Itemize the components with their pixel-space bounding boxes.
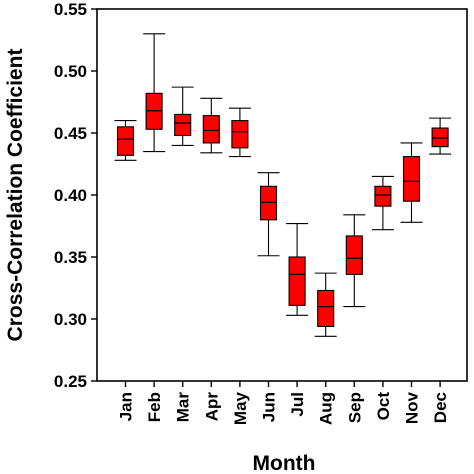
iqr-box [231,120,249,149]
box-mar [171,86,194,146]
iqr-box [402,156,421,202]
x-tick-label-aug: Aug [317,392,336,425]
box-nov [400,142,423,223]
x-tick-label-feb: Feb [145,392,164,422]
x-tick-label-jun: Jun [260,392,279,422]
x-tick-label-mar: Mar [174,392,193,423]
x-tick-label-jan: Jan [117,392,136,421]
y-tick-label: 0.45 [54,124,87,143]
plot-frame [96,8,468,382]
x-axis-title: Month [253,452,316,474]
y-tick-label: 0.35 [54,248,87,267]
box-jun [257,172,280,257]
y-tick-label: 0.55 [54,0,87,19]
box-jul [286,222,309,316]
x-axis: Jan Feb Mar Apr May Jun Jul Aug Sep Oct Nov Dec [117,381,450,425]
iqr-box [345,235,363,275]
box-dec [429,117,452,155]
box-aug [314,272,337,337]
x-tick-label-sep: Sep [345,392,364,423]
iqr-box [174,113,192,137]
chart-marks [114,33,452,337]
box-apr [200,97,223,154]
box-may [228,107,251,158]
iqr-box [288,256,306,306]
x-tick-label-may: May [231,391,250,425]
y-axis: 0.25 0.30 0.35 0.40 0.45 0.50 0.55 [54,0,97,391]
x-tick-label-dec: Dec [431,392,450,423]
x-tick-label-jul: Jul [288,392,307,417]
y-axis-title: Cross-Correlation Coefficient [4,49,27,342]
x-tick-label-oct: Oct [374,392,393,421]
iqr-box [202,115,220,144]
x-tick-label-apr: Apr [202,392,221,422]
iqr-box [116,126,135,156]
box-oct [371,175,394,231]
box-jan [114,120,137,161]
x-tick-label-nov: Nov [403,391,422,424]
iqr-box [317,289,335,327]
box-sep [343,214,366,308]
y-tick-label: 0.25 [54,372,87,391]
y-tick-label: 0.40 [54,186,87,205]
iqr-box [374,185,392,207]
y-tick-label: 0.50 [54,62,87,81]
box-feb [143,33,166,153]
y-tick-label: 0.30 [54,310,87,329]
